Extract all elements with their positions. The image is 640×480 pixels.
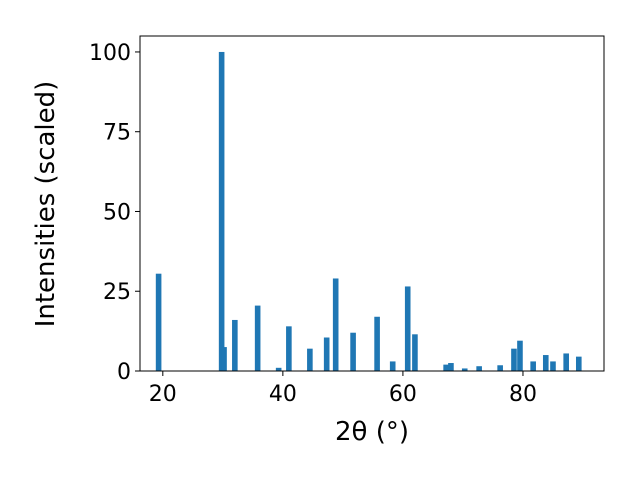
- x-tick-label: 20: [149, 382, 177, 407]
- y-axis-label: Intensities (scaled): [31, 81, 61, 328]
- x-tick-label: 80: [509, 382, 537, 407]
- x-tick-label: 60: [389, 382, 417, 407]
- bar: [461, 368, 468, 371]
- plot-frame: [139, 35, 605, 372]
- bar: [412, 334, 418, 371]
- y-tick-label: 50: [103, 200, 131, 225]
- bar: [275, 367, 282, 371]
- x-axis-label: 2θ (°): [335, 417, 409, 447]
- bar: [155, 273, 162, 371]
- y-tick-label: 0: [117, 360, 131, 385]
- bar: [286, 326, 292, 371]
- bar: [323, 337, 330, 371]
- bar: [550, 361, 556, 371]
- bar: [389, 361, 396, 371]
- bar: [575, 356, 582, 371]
- bar: [448, 363, 454, 371]
- bar: [530, 361, 536, 371]
- bar: [404, 286, 411, 371]
- bar: [350, 332, 356, 371]
- bar: [497, 365, 503, 371]
- bar: [221, 347, 227, 371]
- bar: [232, 319, 238, 371]
- y-tick-label: 75: [103, 121, 131, 146]
- bar: [542, 355, 549, 371]
- bar: [307, 348, 313, 371]
- bar: [254, 305, 261, 371]
- bar: [511, 348, 517, 371]
- bar: [374, 316, 380, 371]
- bar: [443, 364, 449, 371]
- y-tick-label: 25: [103, 280, 131, 305]
- y-tick-label: 100: [89, 41, 131, 66]
- bar: [332, 278, 339, 371]
- x-tick-label: 40: [269, 382, 297, 407]
- bar: [476, 366, 482, 371]
- bar: [517, 340, 523, 371]
- bar: [563, 353, 569, 371]
- bar: [218, 51, 225, 371]
